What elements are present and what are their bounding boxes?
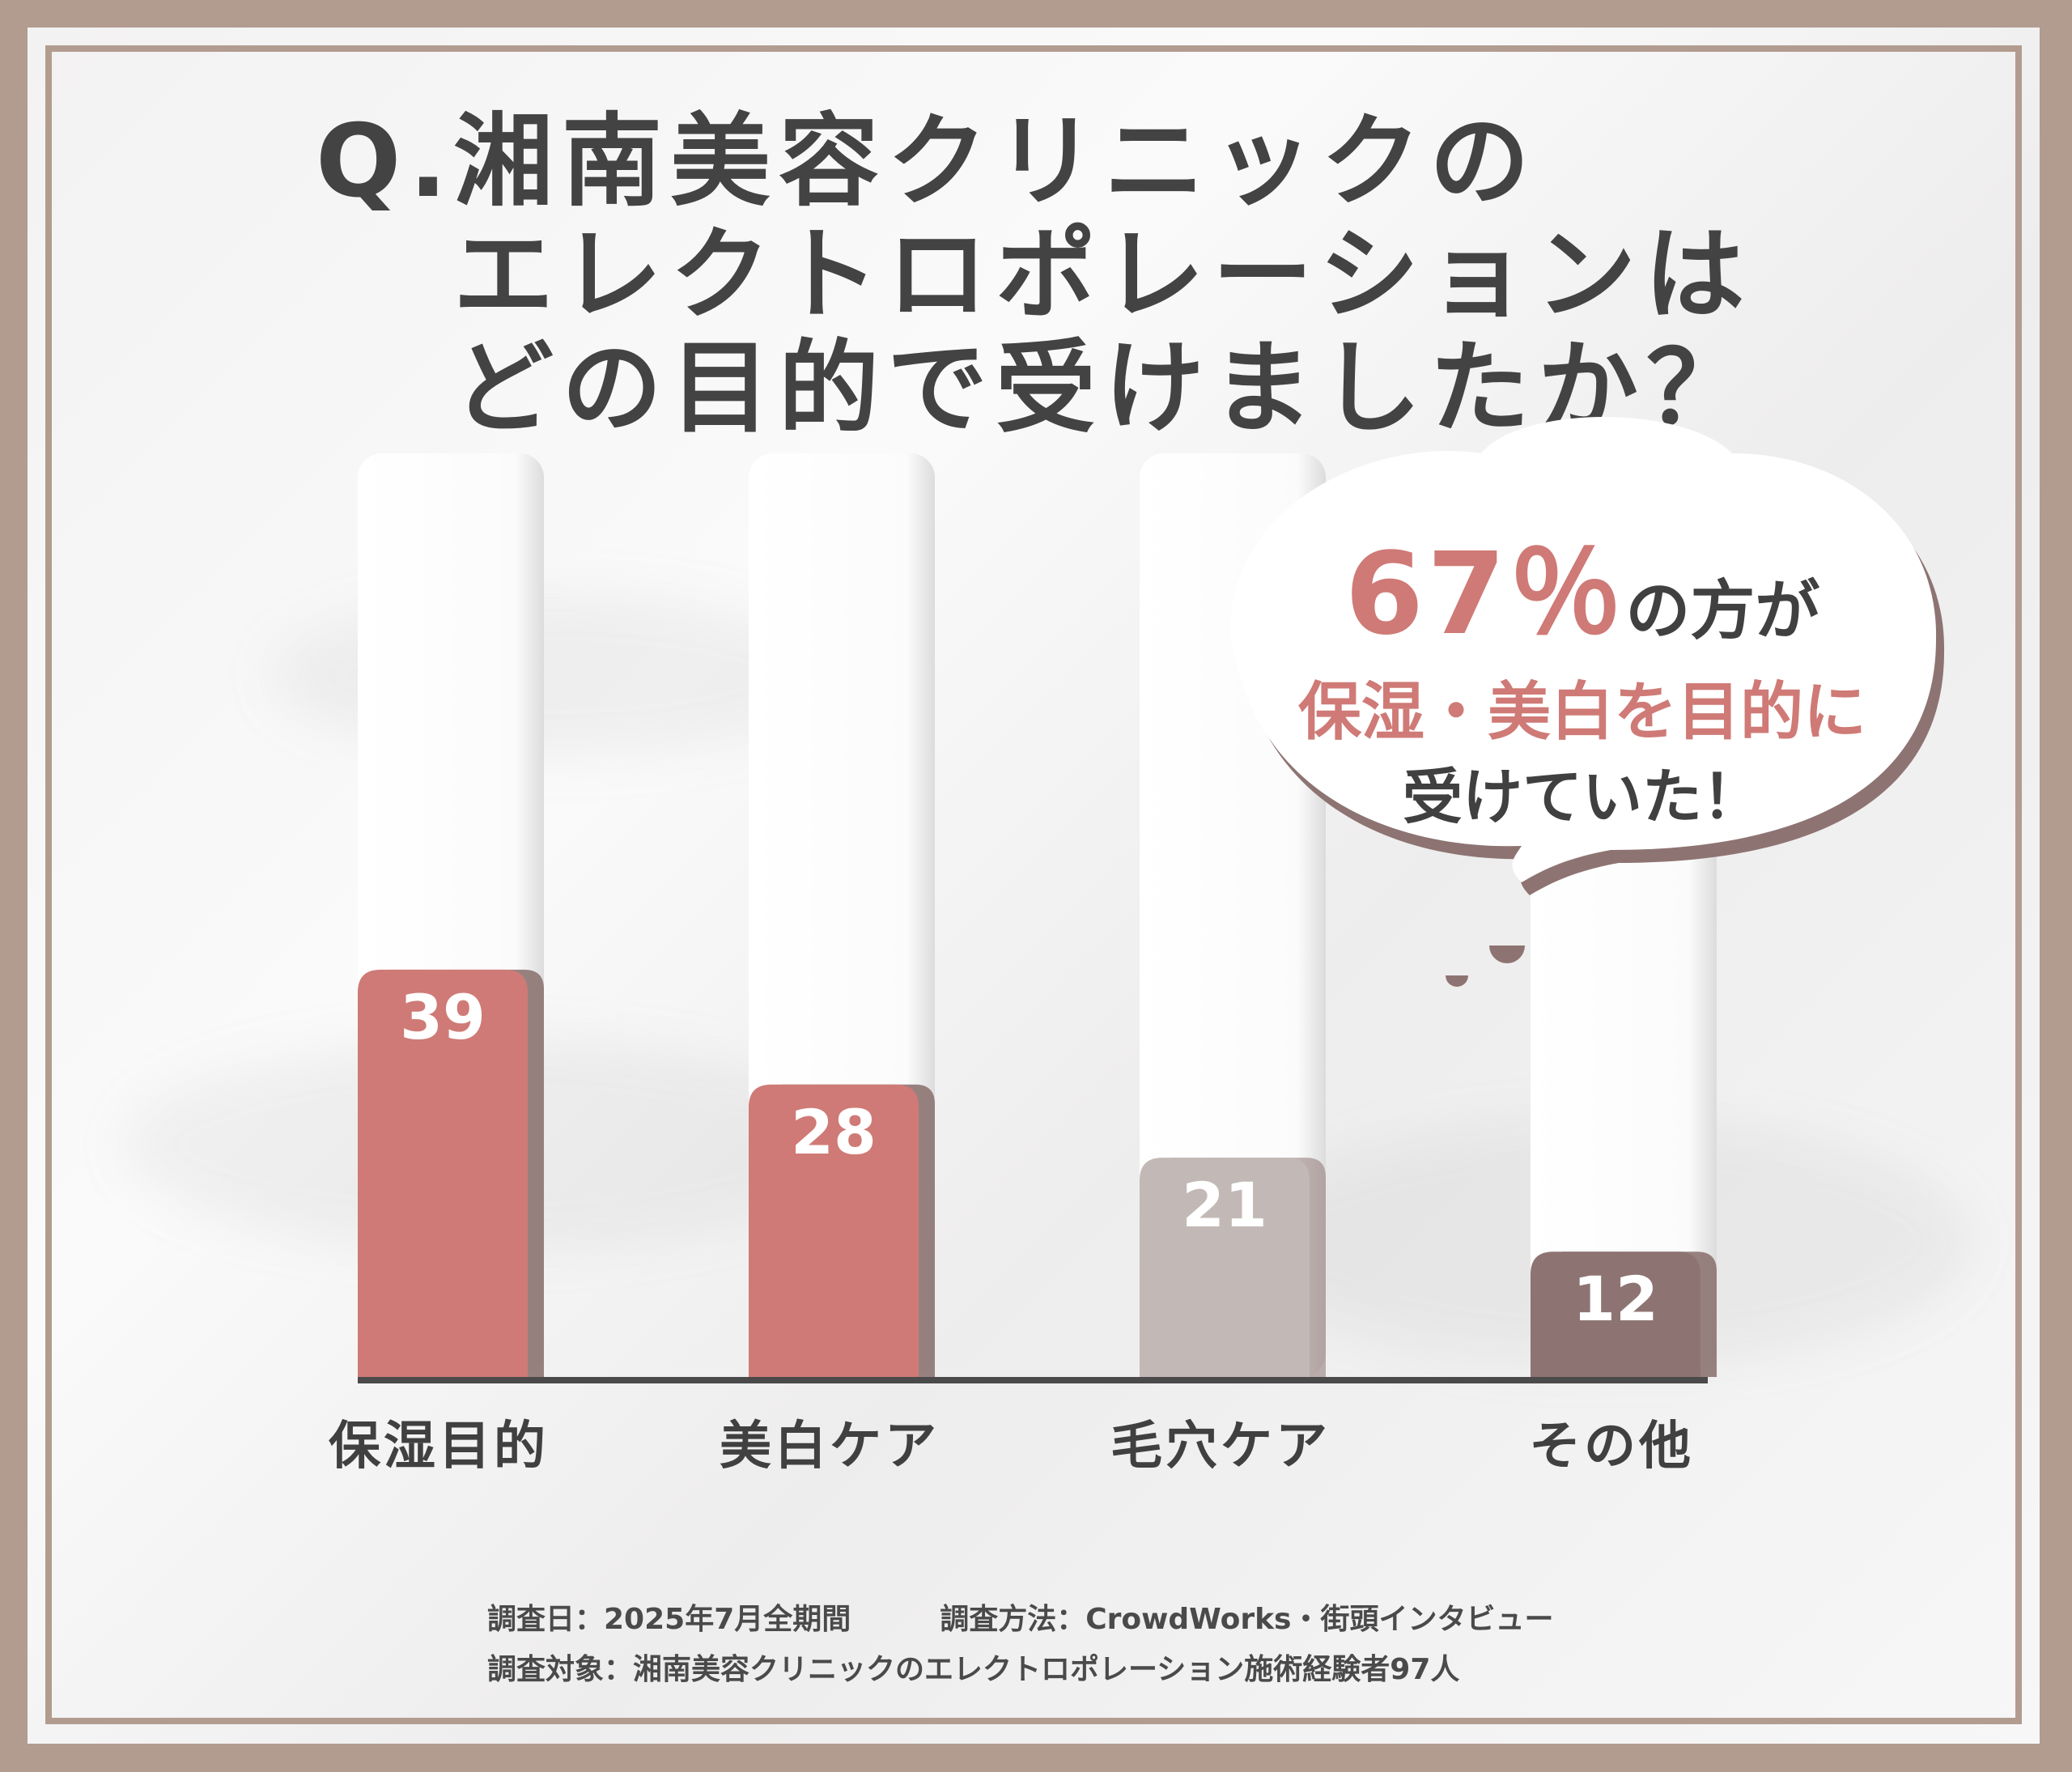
- x-tick-label: 毛穴ケア: [1110, 1417, 1331, 1477]
- speech-bubble: [1230, 417, 1945, 987]
- bar-series: 39 28 21 12: [358, 969, 1717, 1377]
- callout-percentage-suffix: の方が: [1625, 573, 1820, 648]
- bar-value-label: 21: [1182, 1169, 1267, 1241]
- bubble-dot: [1446, 975, 1468, 987]
- question-mark-label: Q.: [316, 104, 456, 220]
- callout-text: 67％の方が 保湿・美白を目的に 受けていた！: [1230, 534, 1934, 842]
- bar: [1531, 1251, 1700, 1377]
- bar: [358, 969, 528, 1377]
- callout-line-2: 保湿・美白を目的に: [1297, 676, 1866, 749]
- bar: [749, 1084, 919, 1377]
- survey-method: 調査方法：CrowdWorks・街頭インタビュー: [940, 1603, 1554, 1636]
- page-title: Q.湘南美容クリニックの エレクトロポレーションは どの目的で受けましたか？: [316, 105, 1755, 445]
- x-axis-labels: 保湿目的 美白ケア 毛穴ケア その他: [329, 1417, 1694, 1477]
- x-tick-label: その他: [1529, 1417, 1694, 1477]
- x-tick-label: 保湿目的: [329, 1417, 549, 1477]
- bar-value-label: 39: [400, 981, 486, 1053]
- survey-footnote: 調査日：2025年7月全期間 調査方法：CrowdWorks・街頭インタビュー 調…: [487, 1595, 1553, 1695]
- callout-line-3: 受けていた！: [1403, 763, 1762, 832]
- title-line-1: 湘南美容クリニックの: [453, 104, 1539, 220]
- bar: [1140, 1158, 1310, 1377]
- title-line-2: エレクトロポレーションは: [453, 217, 1753, 334]
- callout-percentage: 67％: [1344, 529, 1626, 661]
- survey-date: 調査日：2025年7月全期間: [487, 1603, 851, 1636]
- survey-target: 調査対象：湘南美容クリニックのエレクトロポレーション施術経験者97人: [487, 1653, 1460, 1686]
- bar-value-label: 12: [1573, 1263, 1658, 1335]
- bar-value-label: 28: [791, 1096, 877, 1168]
- bubble-dot: [1489, 945, 1525, 963]
- x-tick-label: 美白ケア: [720, 1417, 940, 1477]
